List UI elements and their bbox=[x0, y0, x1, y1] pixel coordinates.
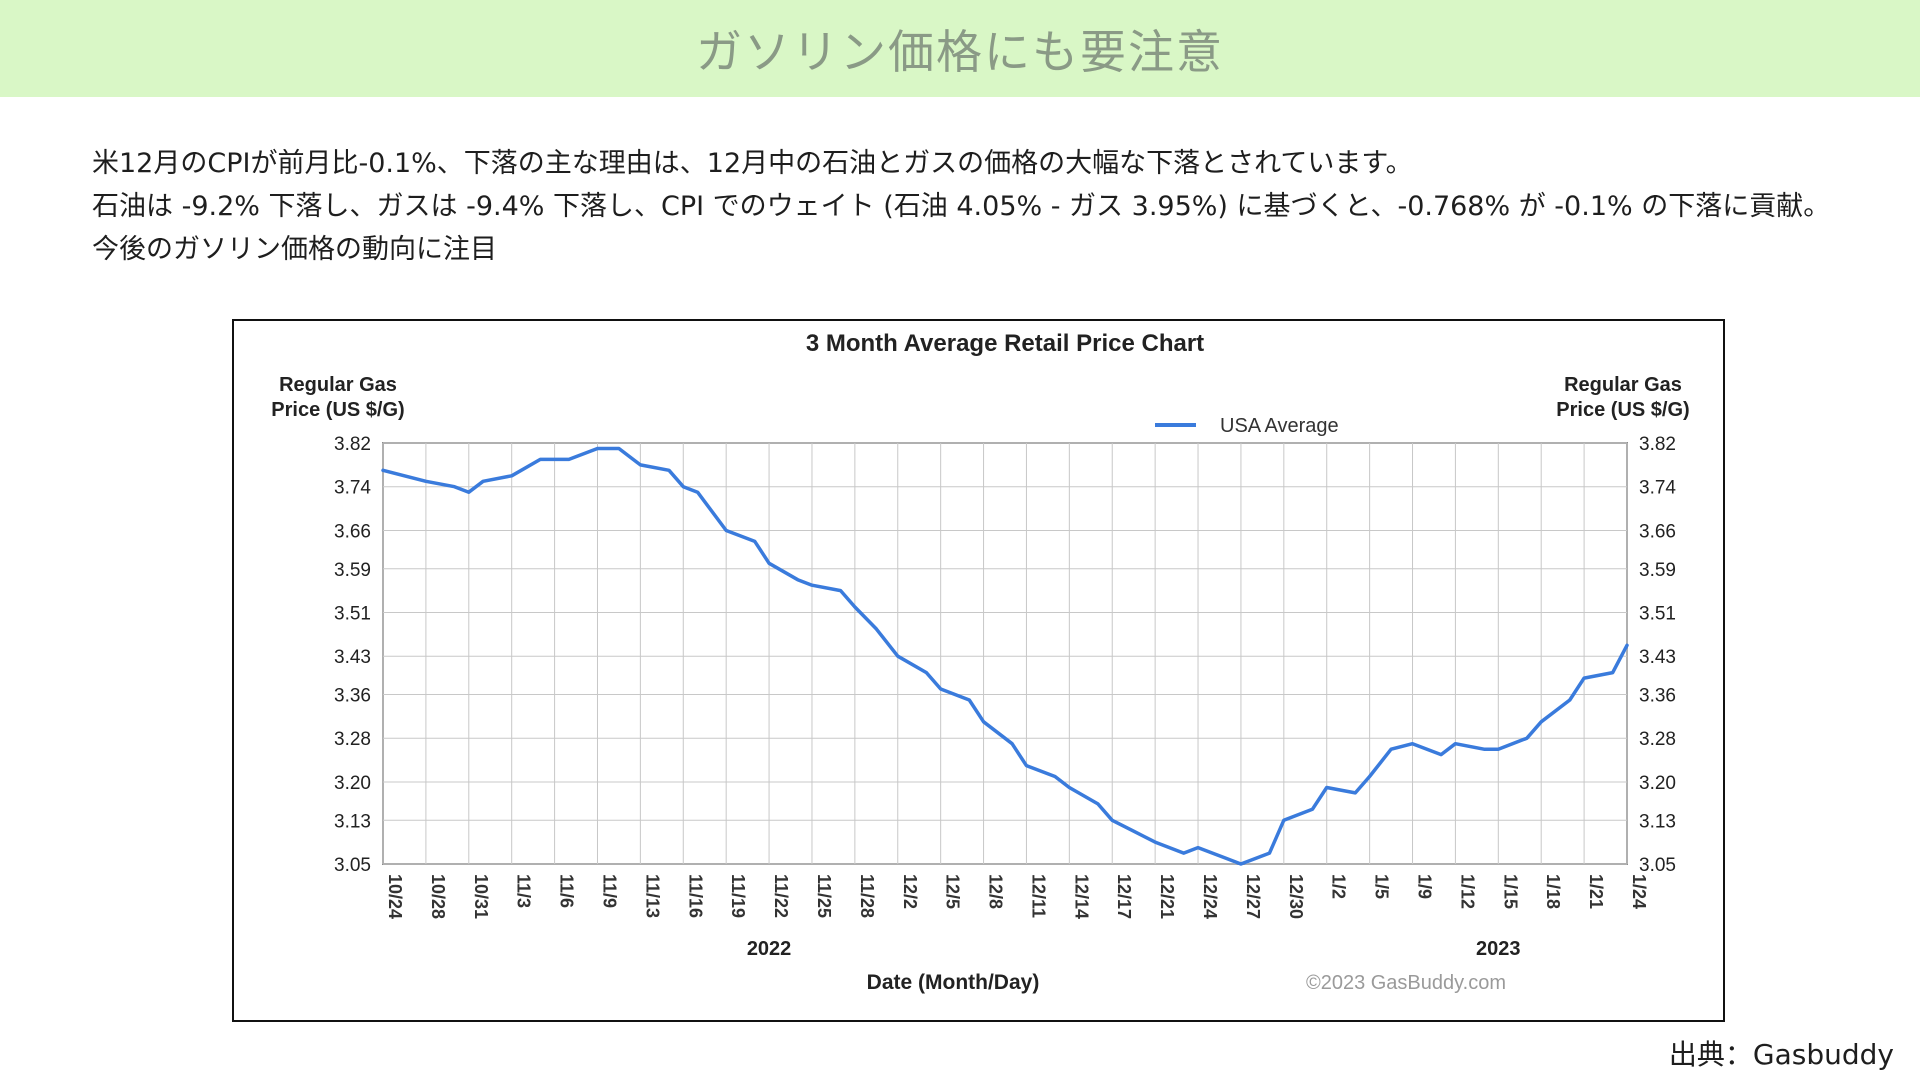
year-label: 2023 bbox=[1476, 938, 1521, 960]
title-banner: ガソリン価格にも要注意 bbox=[0, 0, 1920, 97]
x-tick-label: 12/30 bbox=[1286, 874, 1306, 919]
body-line: 石油は -9.2% 下落し、ガスは -9.4% 下落し、CPI でのウェイト (… bbox=[92, 191, 1831, 222]
body-line: 今後のガソリン価格の動向に注目 bbox=[92, 234, 497, 265]
y-tick-label-right: 3.59 bbox=[1639, 560, 1676, 581]
y-tick-label-right: 3.13 bbox=[1639, 811, 1676, 832]
x-tick-label: 11/9 bbox=[599, 874, 619, 908]
y-tick-label-left: 3.20 bbox=[334, 773, 371, 794]
y-tick-label-left: 3.51 bbox=[334, 603, 371, 624]
y-tick-label-right: 3.82 bbox=[1639, 434, 1676, 455]
x-tick-label: 11/28 bbox=[857, 874, 877, 918]
x-tick-label: 1/2 bbox=[1329, 874, 1349, 899]
y-tick-label-left: 3.82 bbox=[334, 434, 371, 455]
watermark: ©2023 GasBuddy.com bbox=[1306, 972, 1506, 994]
chart-svg: 3 Month Average Retail Price Chart Regula… bbox=[271, 330, 1689, 994]
x-tick-label: 11/3 bbox=[514, 874, 534, 908]
x-tick-label: 10/28 bbox=[428, 874, 448, 919]
x-tick-label: 12/24 bbox=[1200, 874, 1220, 919]
y-tick-label-left: 3.66 bbox=[334, 521, 371, 542]
x-tick-label: 11/22 bbox=[771, 874, 791, 918]
y-axis-title-right: Price (US $/G) bbox=[1556, 399, 1689, 421]
y-tick-label-left: 3.13 bbox=[334, 811, 371, 832]
y-tick-label-right: 3.28 bbox=[1639, 729, 1676, 750]
y-tick-label-right: 3.20 bbox=[1639, 773, 1676, 794]
page-title: ガソリン価格にも要注意 bbox=[696, 24, 1224, 79]
y-tick-label-left: 3.05 bbox=[334, 855, 371, 876]
body-line: 米12月のCPIが前月比-0.1%、下落の主な理由は、12月中の石油とガスの価格… bbox=[92, 148, 1413, 179]
x-axis-title: Date (Month/Day) bbox=[867, 971, 1040, 994]
series-line-usa-average bbox=[381, 446, 1629, 866]
y-tick-label-right: 3.05 bbox=[1639, 855, 1676, 876]
y-tick-label-left: 3.28 bbox=[334, 729, 371, 750]
x-tick-label: 1/9 bbox=[1415, 874, 1435, 899]
x-tick-label: 1/15 bbox=[1500, 874, 1520, 909]
x-tick-label: 11/25 bbox=[814, 874, 834, 918]
y-axis-title-left: Price (US $/G) bbox=[271, 399, 404, 421]
x-tick-label: 11/6 bbox=[557, 874, 577, 908]
x-tick-label: 10/31 bbox=[471, 874, 491, 919]
x-tick-label: 1/12 bbox=[1457, 874, 1477, 909]
x-tick-label: 11/16 bbox=[685, 874, 705, 918]
y-tick-label-right: 3.36 bbox=[1639, 686, 1676, 707]
x-tick-label: 11/13 bbox=[642, 874, 662, 918]
y-tick-label-right: 3.43 bbox=[1639, 647, 1676, 668]
y-axis-title-right: Regular Gas bbox=[1564, 374, 1682, 396]
year-label: 2022 bbox=[747, 938, 792, 960]
x-tick-label: 12/21 bbox=[1157, 874, 1177, 919]
y-tick-label-right: 3.74 bbox=[1639, 478, 1676, 499]
legend-label: USA Average bbox=[1220, 415, 1339, 437]
x-tick-label: 12/5 bbox=[943, 874, 963, 909]
x-tick-label: 12/17 bbox=[1114, 874, 1134, 919]
x-tick-label: 1/18 bbox=[1543, 874, 1563, 909]
y-axis-title-left: Regular Gas bbox=[279, 374, 397, 396]
x-tick-label: 12/8 bbox=[986, 874, 1006, 909]
x-tick-label: 1/5 bbox=[1372, 874, 1392, 899]
y-tick-label-left: 3.59 bbox=[334, 560, 371, 581]
body-text: 米12月のCPIが前月比-0.1%、下落の主な理由は、12月中の石油とガスの価格… bbox=[92, 142, 1892, 271]
x-tick-label: 1/24 bbox=[1629, 874, 1649, 909]
y-tick-label-left: 3.36 bbox=[334, 686, 371, 707]
y-tick-label-right: 3.66 bbox=[1639, 521, 1676, 542]
x-tick-label: 12/14 bbox=[1071, 874, 1091, 919]
x-tick-label: 10/24 bbox=[385, 874, 405, 919]
plot-area bbox=[382, 442, 1628, 865]
source-credit: 出典：Gasbuddy bbox=[1668, 1038, 1894, 1071]
x-tick-label: 11/19 bbox=[728, 874, 748, 918]
price-chart: 3 Month Average Retail Price Chart Regula… bbox=[232, 319, 1725, 1022]
x-tick-label: 12/2 bbox=[900, 874, 920, 909]
x-tick-label: 1/21 bbox=[1586, 874, 1606, 909]
x-tick-label: 12/27 bbox=[1243, 874, 1263, 919]
x-tick-label: 12/11 bbox=[1028, 874, 1048, 918]
chart-title: 3 Month Average Retail Price Chart bbox=[806, 330, 1204, 357]
y-tick-label-left: 3.43 bbox=[334, 647, 371, 668]
y-tick-label-right: 3.51 bbox=[1639, 603, 1676, 624]
y-tick-label-left: 3.74 bbox=[334, 478, 371, 499]
